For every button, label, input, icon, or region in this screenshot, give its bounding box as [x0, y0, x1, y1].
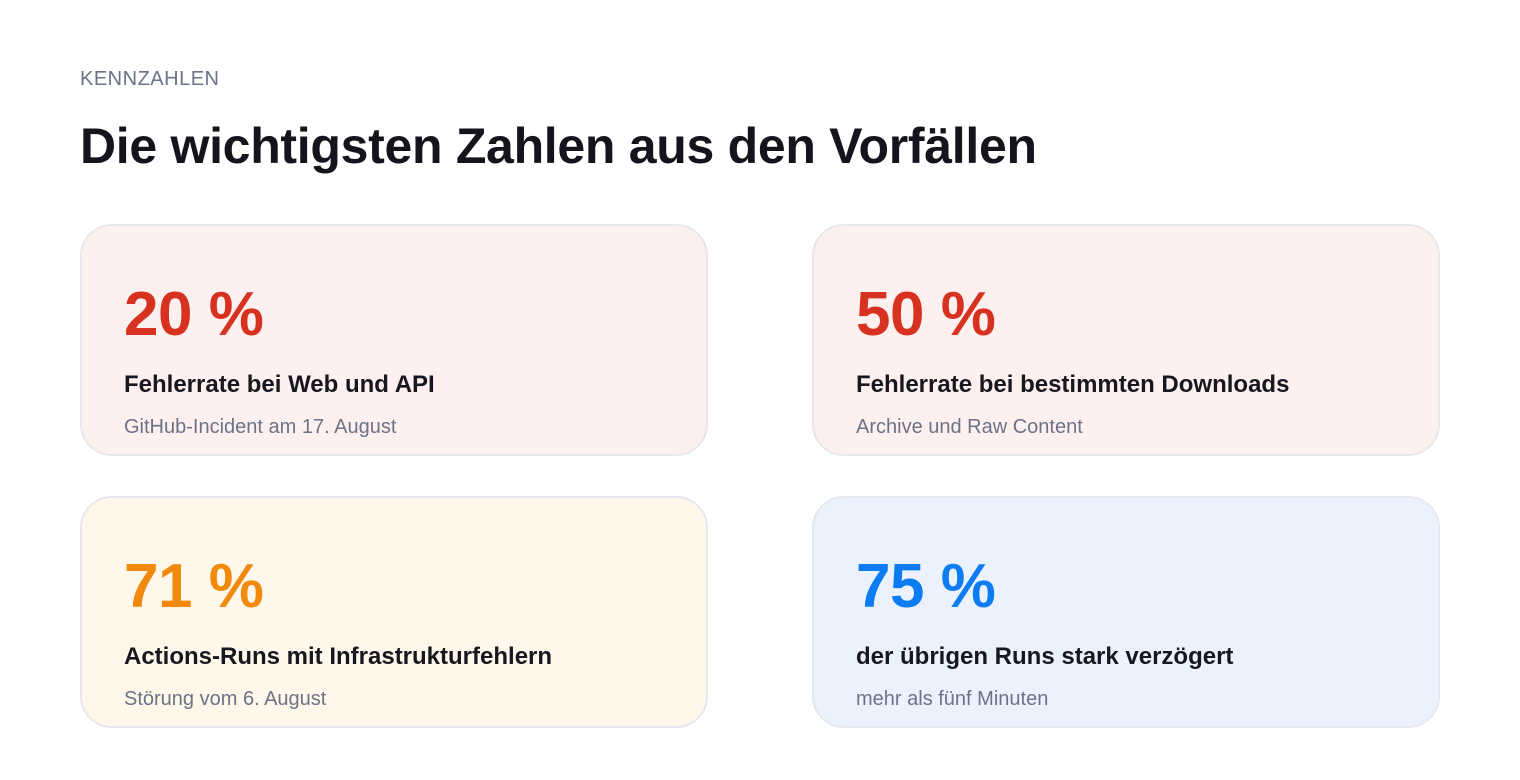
stat-note: Archive und Raw Content	[856, 416, 1083, 438]
stat-note: Störung vom 6. August	[124, 688, 327, 710]
stat-note: GitHub-Incident am 17. August	[124, 416, 397, 438]
stat-card-web-api: 20 % Fehlerrate bei Web und API GitHub-I…	[80, 224, 708, 456]
stat-note: mehr als fünf Minuten	[856, 688, 1049, 710]
stat-value: 71 %	[124, 552, 264, 621]
stat-value: 75 %	[856, 552, 996, 621]
stat-card-downloads: 50 % Fehlerrate bei bestimmten Downloads…	[812, 224, 1440, 456]
stat-label: Actions-Runs mit Infrastrukturfehlern	[124, 643, 553, 670]
stat-value: 50 %	[856, 280, 996, 349]
stat-label: Fehlerrate bei Web und API	[124, 371, 435, 398]
stat-label: Fehlerrate bei bestimmten Downloads	[856, 371, 1290, 398]
page-title: Die wichtigsten Zahlen aus den Vorfällen	[80, 118, 1037, 174]
stat-label: der übrigen Runs stark verzögert	[856, 643, 1234, 670]
stats-grid: 20 % Fehlerrate bei Web und API GitHub-I…	[80, 224, 1440, 728]
stat-card-delayed-runs: 75 % der übrigen Runs stark verzögert me…	[812, 496, 1440, 728]
section-eyebrow: KENNZAHLEN	[80, 68, 220, 90]
stat-card-actions-runs: 71 % Actions-Runs mit Infrastrukturfehle…	[80, 496, 708, 728]
stat-value: 20 %	[124, 280, 264, 349]
